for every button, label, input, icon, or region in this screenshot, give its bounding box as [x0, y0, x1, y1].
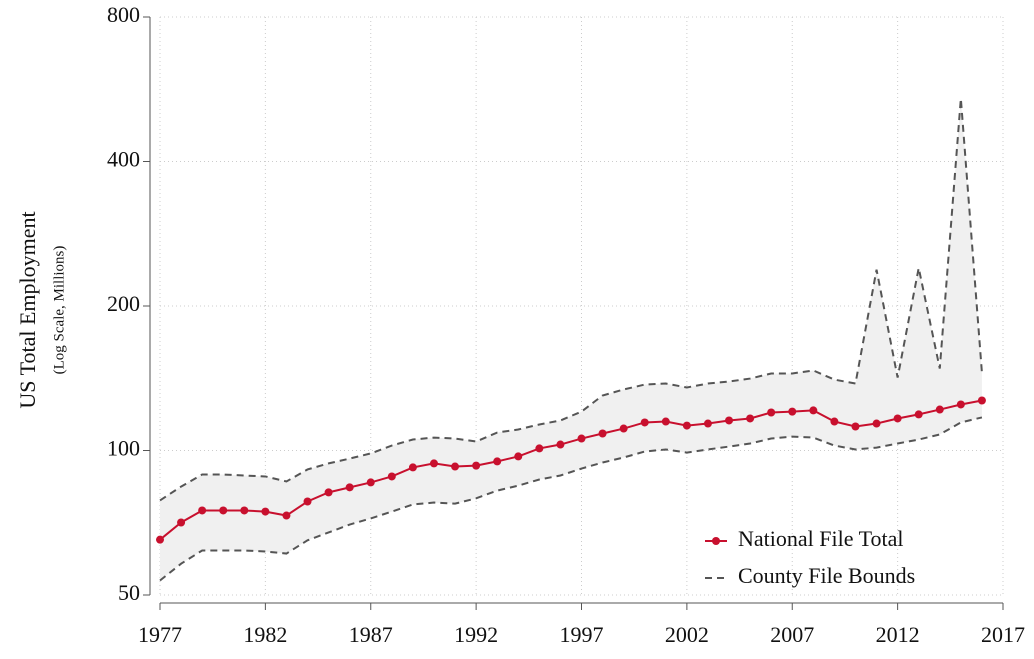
y-tick-label: 200: [107, 291, 140, 316]
y-axis-title: US Total Employment: [15, 211, 40, 408]
point: [598, 429, 607, 438]
point: [535, 444, 544, 453]
point: [703, 419, 712, 428]
point: [366, 478, 375, 487]
point: [640, 418, 649, 427]
series-line: [159, 399, 983, 541]
x-tick-label: 1992: [454, 622, 498, 647]
point: [872, 419, 881, 428]
y-tick-label: 800: [107, 2, 140, 27]
point: [914, 410, 923, 419]
point: [619, 424, 628, 433]
bounds-area: [160, 98, 982, 581]
x-tick-label: 1987: [349, 622, 393, 647]
point: [577, 434, 586, 443]
point: [493, 457, 502, 466]
point: [661, 417, 670, 426]
x-tick-label: 2007: [770, 622, 814, 647]
point: [893, 414, 902, 423]
legend-label: County File Bounds: [738, 563, 915, 588]
point: [303, 497, 312, 506]
point: [261, 507, 270, 516]
y-tick-label: 400: [107, 147, 140, 172]
point: [977, 396, 986, 405]
y-axis-subtitle: (Log Scale, Millions): [51, 246, 67, 375]
point: [767, 408, 776, 417]
point: [746, 414, 755, 423]
point: [429, 459, 438, 468]
point: [177, 518, 186, 527]
point: [198, 506, 207, 515]
point: [514, 452, 523, 461]
point: [830, 417, 839, 426]
point: [219, 506, 228, 515]
point: [851, 422, 860, 431]
point: [956, 400, 965, 409]
x-tick-label: 1997: [560, 622, 604, 647]
y-tick-label: 50: [118, 580, 140, 605]
point: [156, 535, 164, 544]
x-tick-label: 2002: [665, 622, 709, 647]
x-tick-label: 2017: [981, 622, 1025, 647]
legend-label: National File Total: [738, 526, 903, 551]
upper-bound-line: [159, 98, 983, 502]
point: [387, 472, 396, 481]
point: [345, 483, 354, 492]
point: [408, 463, 417, 472]
x-tick-label: 1982: [243, 622, 287, 647]
point: [282, 511, 291, 520]
point: [935, 405, 944, 414]
legend-marker: [712, 537, 720, 545]
point: [809, 406, 818, 415]
point: [725, 416, 734, 425]
point: [240, 506, 249, 515]
point: [451, 462, 460, 471]
point: [788, 407, 797, 416]
x-tick-label: 2012: [876, 622, 920, 647]
point: [682, 421, 691, 430]
point: [324, 488, 333, 497]
y-tick-label: 100: [107, 436, 140, 461]
lower-bound-line: [159, 416, 983, 582]
point: [556, 440, 565, 449]
point: [472, 461, 481, 470]
x-tick-label: 1977: [138, 622, 182, 647]
